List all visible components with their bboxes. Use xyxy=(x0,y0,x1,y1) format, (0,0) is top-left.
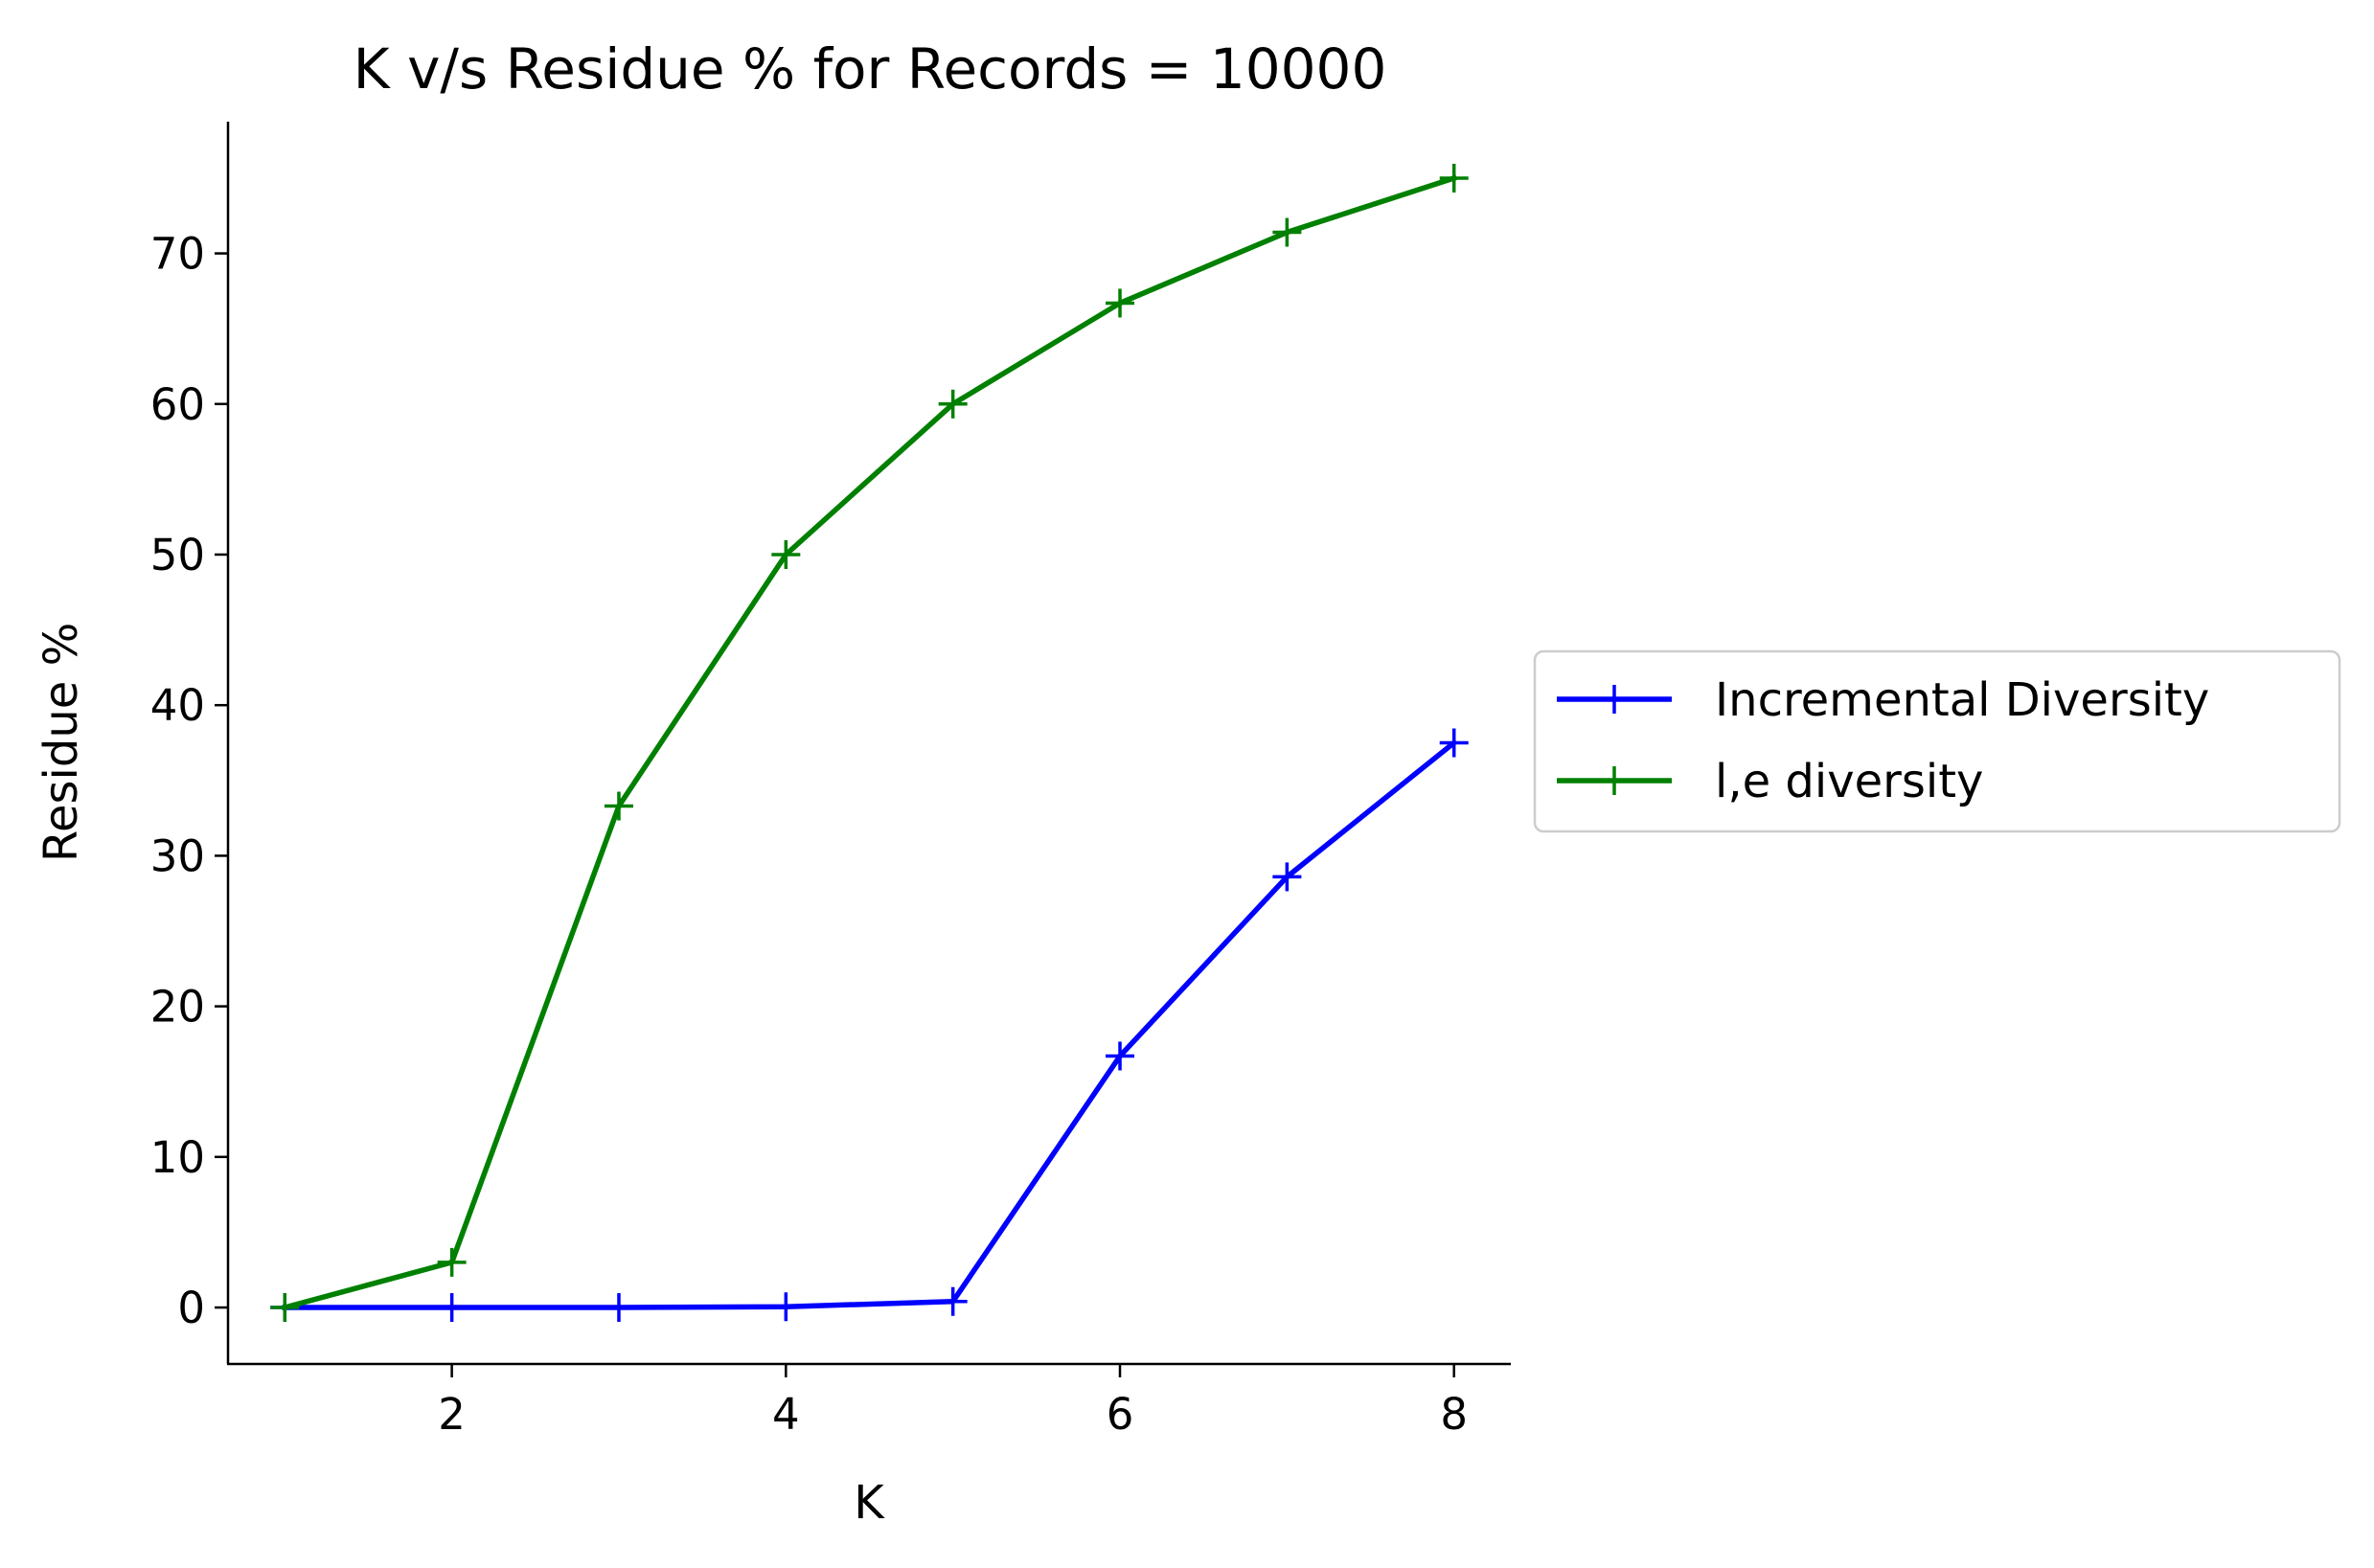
plot-area: 0 10 20 30 40 50 60 70 2 4 6 8 xyxy=(150,122,1511,1440)
series-1-point xyxy=(437,1247,467,1277)
chart-title: K v/s Residue % for Records = 10000 xyxy=(354,36,1387,102)
series-1-point xyxy=(938,389,968,419)
y-tick-label: 10 xyxy=(150,1132,205,1183)
series-0-point xyxy=(771,1292,801,1322)
y-tick-label: 20 xyxy=(150,982,205,1033)
y-tick-label: 40 xyxy=(150,680,205,731)
series-1-point xyxy=(1106,288,1135,318)
series-1-point xyxy=(604,791,633,821)
legend-label: Incremental Diversity xyxy=(1715,673,2209,727)
x-tick-label: 8 xyxy=(1440,1389,1468,1440)
series-0-point xyxy=(1272,862,1302,892)
y-tick-label: 70 xyxy=(150,229,205,280)
legend-label: l,e diversity xyxy=(1715,755,1983,808)
legend-frame xyxy=(1533,649,2341,833)
x-ticks: 2 4 6 8 xyxy=(438,1364,1468,1440)
series-layer xyxy=(270,163,1469,1323)
y-tick-label: 30 xyxy=(150,830,205,881)
series-1-point xyxy=(1272,217,1302,247)
series-1-point xyxy=(1439,163,1469,193)
y-tick-label: 0 xyxy=(177,1283,205,1333)
series-0-point xyxy=(938,1286,968,1316)
legend: Incremental Diversity l,e diversity xyxy=(1533,649,2341,833)
series-1-point xyxy=(270,1293,300,1323)
series-line-0 xyxy=(282,739,1458,1310)
x-tick-label: 6 xyxy=(1107,1389,1134,1440)
series-0-point xyxy=(1106,1041,1135,1071)
y-tick-label: 50 xyxy=(150,530,205,580)
x-tick-label: 4 xyxy=(772,1389,800,1440)
x-tick-label: 2 xyxy=(438,1389,466,1440)
legend-item: Incremental Diversity xyxy=(1557,673,2209,727)
series-0-point xyxy=(604,1293,633,1323)
x-axis-label: K xyxy=(854,1476,885,1530)
series-1-point xyxy=(771,539,801,569)
series-0-point xyxy=(1439,728,1469,758)
y-tick-label: 60 xyxy=(150,379,205,430)
y-ticks: 0 10 20 30 40 50 60 70 xyxy=(150,229,228,1333)
series-line-1 xyxy=(281,174,1458,1311)
y-axis-label: Residue % xyxy=(34,623,88,862)
legend-items: Incremental Diversity l,e diversity xyxy=(1557,673,2209,808)
series-0-point xyxy=(437,1293,467,1323)
legend-item: l,e diversity xyxy=(1557,755,1983,808)
